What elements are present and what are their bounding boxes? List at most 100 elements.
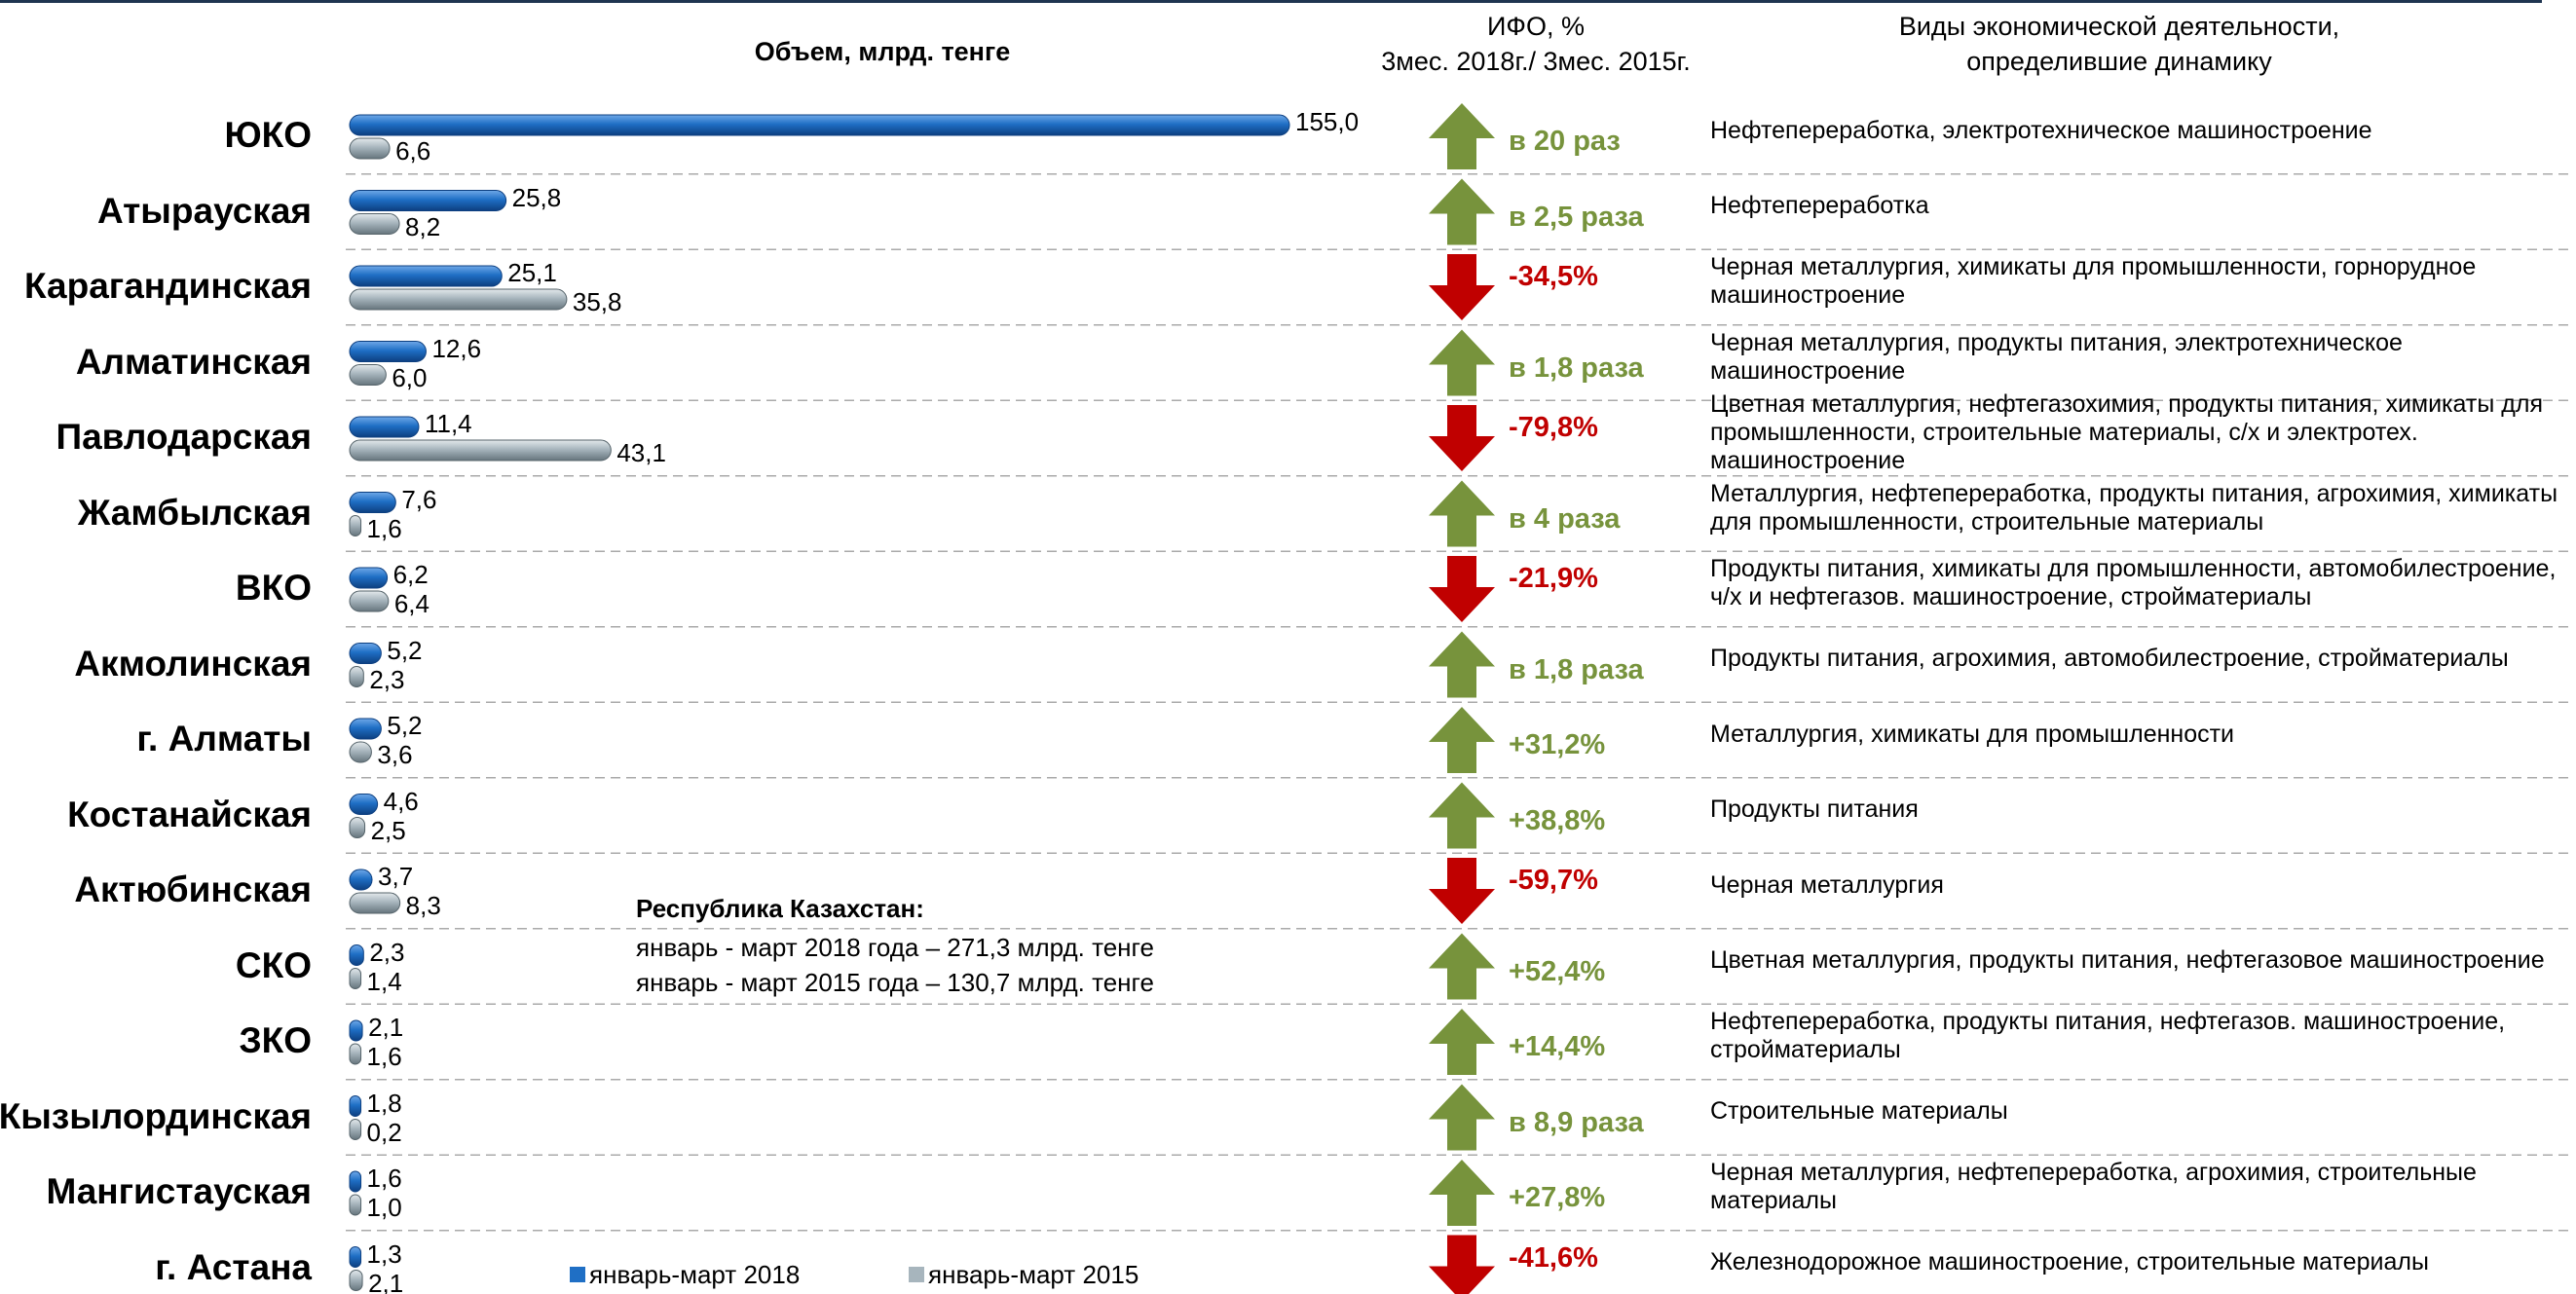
- activity-text: Продукты питания, химикаты для промышлен…: [1710, 555, 2557, 610]
- region-label: Костанайская: [67, 794, 312, 834]
- bar: [349, 1043, 362, 1065]
- value-label: 43,1: [616, 438, 666, 467]
- arrow-down: [1429, 1235, 1495, 1294]
- region-label: Атырауская: [96, 190, 312, 231]
- activities-title: определившие динамику: [1966, 47, 2272, 76]
- bar: [349, 288, 568, 311]
- arrow-up: [1429, 631, 1495, 698]
- value-label: 2,1: [368, 1268, 404, 1294]
- legend-swatch: [570, 1267, 585, 1282]
- bar: [349, 416, 420, 438]
- region-label: г. Астана: [155, 1246, 312, 1287]
- region-label: ВКО: [235, 568, 312, 608]
- arrow-down: [1429, 254, 1495, 320]
- arrow-down: [1429, 405, 1495, 471]
- bar: [349, 892, 401, 914]
- arrow-up: [1429, 329, 1495, 396]
- bar: [349, 1194, 362, 1216]
- value-label: 1,6: [366, 513, 402, 543]
- region-label: Мангистауская: [46, 1171, 312, 1211]
- arrow-down: [1429, 556, 1495, 622]
- region-label: Карагандинская: [24, 266, 312, 306]
- value-label: 35,8: [572, 287, 622, 316]
- activity-text: Металлургия, химикаты для промышленности: [1710, 720, 2235, 748]
- value-label: 5,2: [387, 711, 423, 740]
- bar: [349, 1019, 363, 1042]
- arrow-up: [1429, 1009, 1495, 1075]
- arrow-up: [1429, 707, 1495, 773]
- arrow-up: [1429, 480, 1495, 547]
- region-label: Актюбинская: [74, 869, 312, 909]
- bar: [349, 590, 390, 612]
- bar: [349, 265, 503, 287]
- activity-text: Нефтепереработка, продукты питания, нефт…: [1710, 1008, 2506, 1063]
- activity-text: Железнодорожное машиностроение, строител…: [1710, 1248, 2429, 1276]
- ifo-label: в 1,8 раза: [1509, 653, 1644, 685]
- value-label: 25,8: [511, 182, 562, 212]
- bar: [349, 190, 507, 211]
- value-label: 1,4: [366, 966, 402, 996]
- ifo-label: +27,8%: [1509, 1182, 1606, 1213]
- region-label: ЗКО: [239, 1020, 312, 1060]
- value-label: 1,6: [366, 1164, 402, 1193]
- value-label: 2,3: [369, 937, 405, 967]
- activity-text: Металлургия, нефтепереработка, продукты …: [1710, 479, 2558, 536]
- value-label: 6,6: [395, 136, 431, 166]
- bar: [349, 341, 427, 362]
- value-label: 8,3: [405, 891, 441, 920]
- value-label: 25,1: [507, 258, 557, 287]
- ifo-label: -59,7%: [1509, 865, 1598, 896]
- bar: [349, 1095, 362, 1117]
- bar: [349, 741, 372, 763]
- activity-text: Черная металлургия, нефтепереработка, аг…: [1710, 1159, 2477, 1214]
- ifo-subtitle: 3мес. 2018г./ 3мес. 2015г.: [1381, 47, 1691, 76]
- bar: [349, 794, 379, 815]
- ifo-label: -79,8%: [1509, 412, 1598, 443]
- value-label: 1,6: [366, 1042, 402, 1071]
- value-label: 1,3: [366, 1239, 402, 1269]
- value-label: 12,6: [431, 333, 482, 363]
- region-label: Павлодарская: [56, 417, 313, 457]
- bar: [349, 666, 364, 687]
- value-label: 2,5: [370, 815, 406, 845]
- legend-label: январь-март 2018: [589, 1260, 801, 1289]
- value-label: 7,6: [401, 484, 437, 514]
- bar: [349, 817, 366, 838]
- activity-text: Черная металлургия, продукты питания, эл…: [1710, 328, 2403, 385]
- bar: [349, 718, 382, 740]
- bar: [349, 1246, 362, 1268]
- bar: [349, 968, 362, 989]
- arrow-down: [1429, 858, 1495, 924]
- value-label: 6,2: [392, 560, 429, 589]
- activity-text: Черная металлургия, химикаты для промышл…: [1710, 253, 2477, 309]
- bar: [349, 137, 391, 160]
- value-label: 1,8: [366, 1088, 402, 1118]
- ifo-title: ИФО, %: [1487, 12, 1585, 41]
- ifo-label: в 2,5 раза: [1509, 201, 1644, 233]
- value-label: 0,2: [366, 1117, 402, 1147]
- bar: [349, 114, 1290, 136]
- activity-text: Цветная металлургия, нефтегазохимия, про…: [1710, 389, 2543, 474]
- ifo-label: -41,6%: [1509, 1241, 1598, 1274]
- ifo-label: +52,4%: [1509, 955, 1606, 987]
- bar: [349, 869, 373, 891]
- bar: [349, 439, 612, 462]
- value-label: 11,4: [424, 409, 472, 438]
- ifo-label: +38,8%: [1509, 804, 1606, 836]
- activity-text: Нефтепереработка: [1710, 192, 1929, 219]
- ifo-label: +14,4%: [1509, 1031, 1606, 1062]
- bar: [349, 643, 382, 664]
- ifo-label: -21,9%: [1509, 563, 1598, 594]
- ifo-label: в 4 раза: [1509, 502, 1621, 535]
- activity-text: Нефтепереработка, электротехническое маш…: [1710, 116, 2372, 144]
- bar: [349, 944, 364, 966]
- arrow-up: [1429, 103, 1495, 169]
- region-label: Алматинская: [75, 341, 312, 382]
- region-label: Кызылординская: [0, 1095, 312, 1136]
- value-label: 3,6: [377, 740, 413, 769]
- value-label: 2,3: [369, 664, 405, 694]
- note-title: Республика Казахстан:: [636, 894, 924, 923]
- ifo-label: в 8,9 раза: [1509, 1106, 1644, 1138]
